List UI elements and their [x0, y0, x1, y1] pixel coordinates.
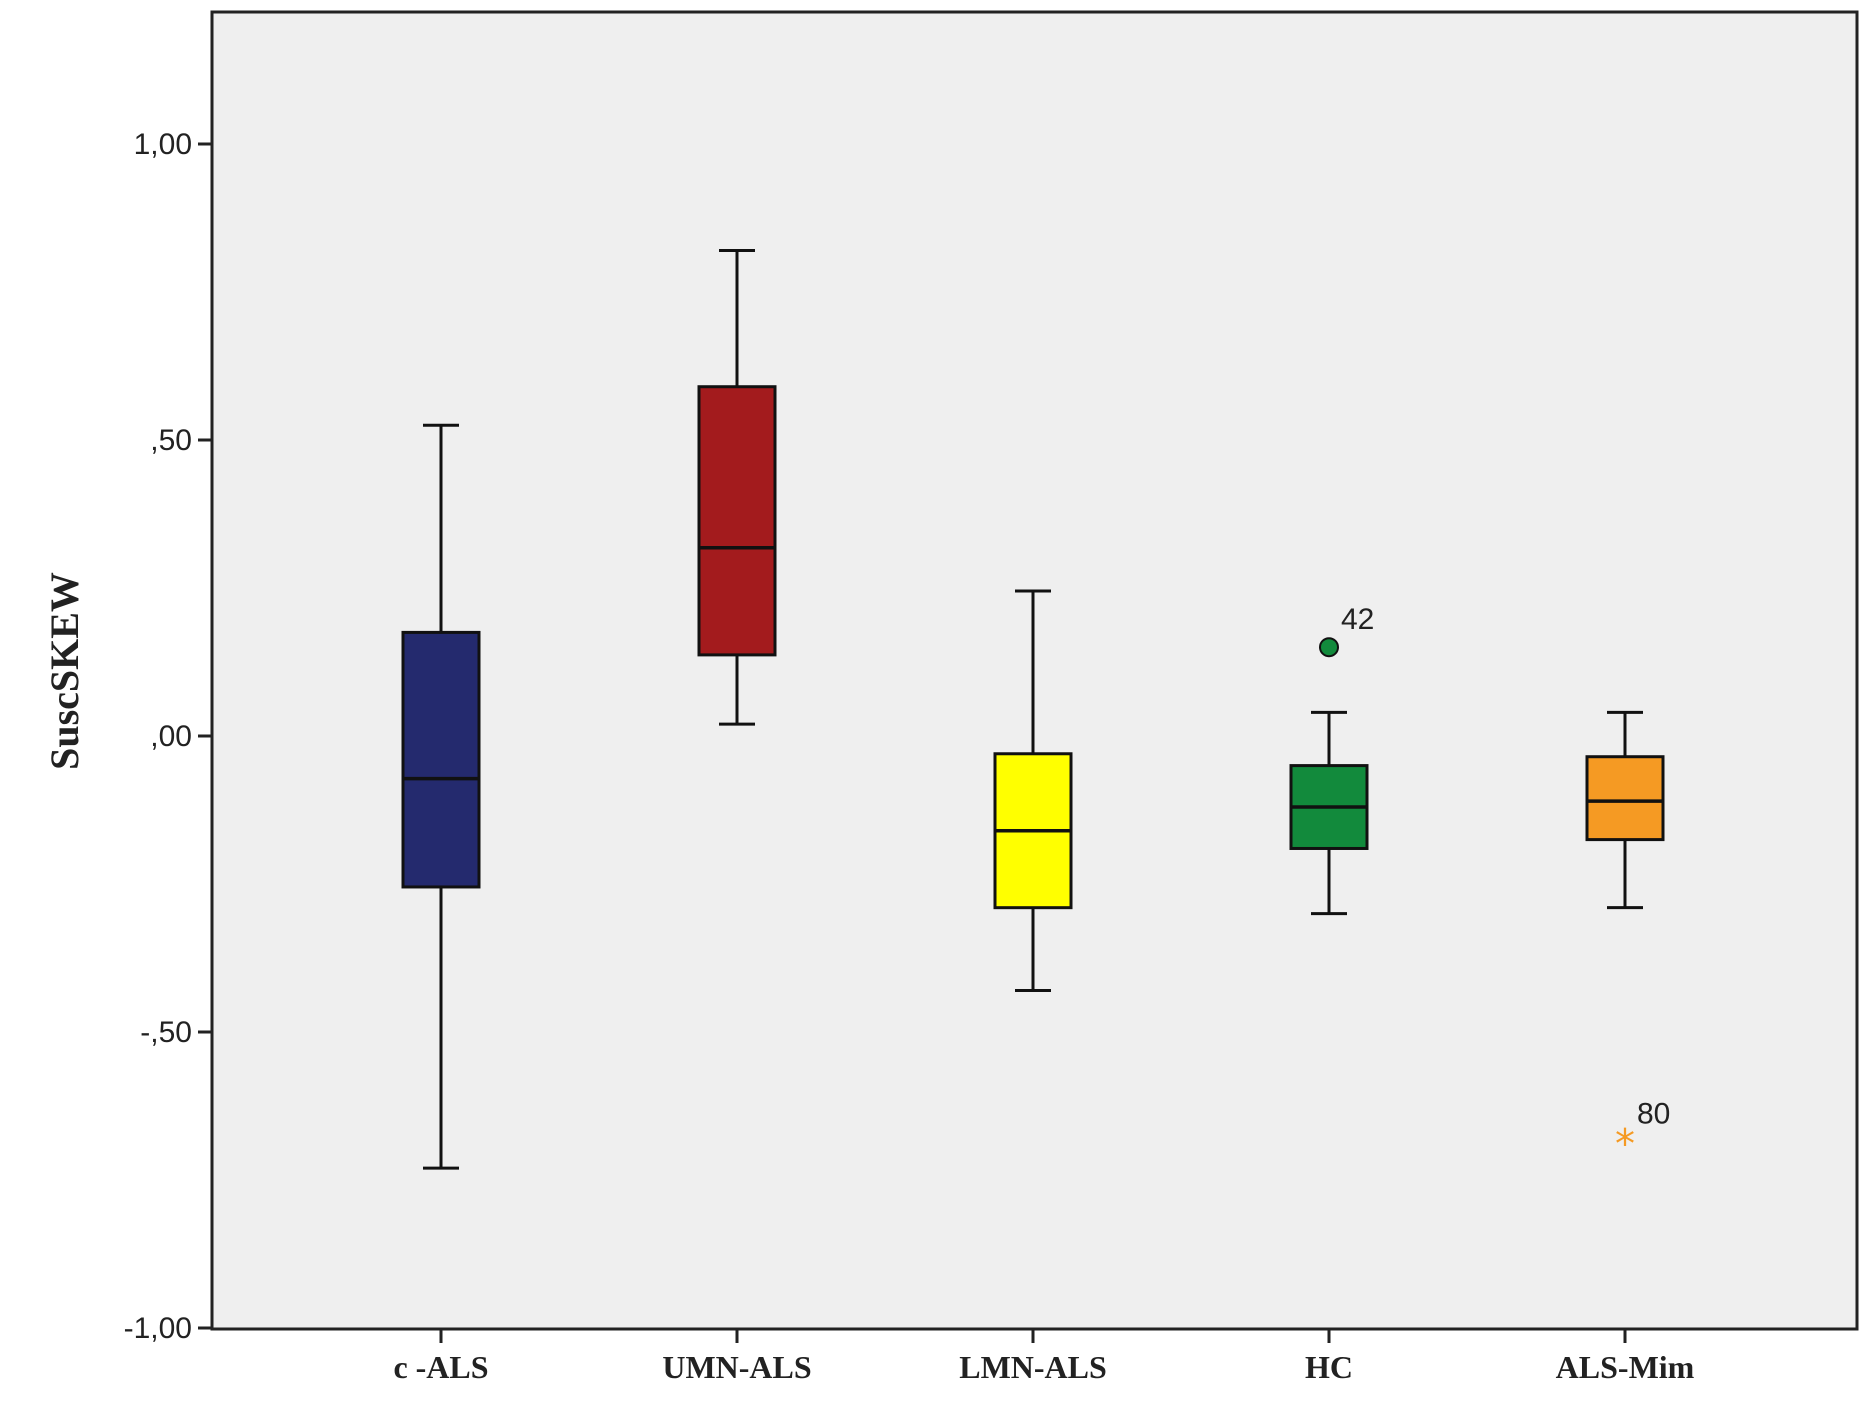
x-category-label: ALS-Mim [1556, 1349, 1695, 1385]
outlier-star: * [1615, 1122, 1635, 1168]
box-iqr [401, 630, 481, 889]
box-c-als [401, 423, 481, 1170]
y-tick-label: -1,00 [124, 1312, 192, 1345]
box-iqr [1585, 755, 1665, 842]
y-tick-label: ,50 [150, 424, 192, 457]
y-axis: 1,00 ,50 ,00 -,50 -1,00 [124, 128, 212, 1345]
y-axis-title: SuscSKEW [42, 572, 87, 770]
y-tick-label: ,00 [150, 720, 192, 753]
outlier-label: 42 [1341, 603, 1374, 636]
box-als-mim: *80 [1585, 710, 1670, 1168]
x-category-label: LMN-ALS [959, 1349, 1107, 1385]
box-hc: 42 [1289, 603, 1374, 916]
x-axis: c -ALS UMN-ALS LMN-ALS HC ALS-Mim [393, 1329, 1695, 1385]
y-tick-label: 1,00 [134, 128, 192, 161]
x-category-label: UMN-ALS [662, 1349, 811, 1385]
box-umn-als [697, 249, 777, 726]
x-category-label: c -ALS [393, 1349, 488, 1385]
y-tick-label: -,50 [140, 1016, 192, 1049]
box-iqr [697, 385, 777, 657]
outlier-point [1319, 637, 1339, 658]
box-series: 42 *80 [401, 249, 1670, 1170]
outlier-label: 80 [1637, 1098, 1670, 1131]
x-category-label: HC [1305, 1349, 1353, 1385]
box-lmn-als [993, 589, 1073, 993]
